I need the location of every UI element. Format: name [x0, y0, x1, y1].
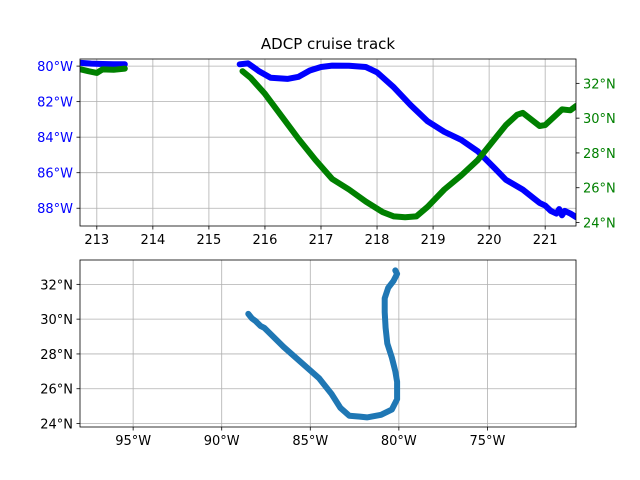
- longitude-line: [80, 59, 128, 68]
- chart-title: ADCP cruise track: [261, 35, 395, 53]
- left-y-tick-label: 88°W: [37, 202, 73, 217]
- y-tick-label: 32°N: [40, 278, 73, 293]
- longitude-line: [236, 60, 576, 221]
- y-tick-label: 28°N: [40, 348, 73, 363]
- top-plot-area: [80, 59, 576, 221]
- right-y-tick-label: 32°N: [583, 77, 616, 92]
- x-tick-label: 219: [421, 233, 446, 248]
- x-tick-label: 220: [477, 233, 502, 248]
- right-y-tick-label: 28°N: [583, 147, 616, 162]
- right-y-tick-label: 24°N: [583, 217, 616, 232]
- y-tick-label: 30°N: [40, 313, 73, 328]
- x-tick-label: 80°W: [381, 434, 417, 449]
- x-tick-label: 90°W: [204, 434, 240, 449]
- latitude-line: [80, 65, 128, 76]
- x-tick-label: 217: [309, 233, 334, 248]
- x-tick-label: 75°W: [469, 434, 505, 449]
- x-tick-label: 213: [84, 233, 109, 248]
- x-tick-label: 218: [365, 233, 390, 248]
- y-tick-label: 24°N: [40, 418, 73, 433]
- bottom-axes: 95°W 90°W 85°W 80°W 75°W 24°N 26°N 28°N 30°N 32°N: [40, 259, 577, 449]
- x-tick-label: 214: [140, 233, 165, 248]
- bottom-plot-area: [245, 267, 401, 421]
- right-y-tick-label: 26°N: [583, 182, 616, 197]
- x-tick-label: 95°W: [115, 434, 151, 449]
- x-tick-label: 221: [533, 233, 558, 248]
- left-y-tick-label: 86°W: [37, 167, 73, 182]
- bottom-axes-frame: [79, 259, 577, 428]
- cruise-track-line: [245, 267, 401, 421]
- top-axes: 213 214 215 216 217 218 219 220 221 88°W 86°W 84°W 8…: [37, 58, 616, 248]
- left-y-tick-label: 82°W: [37, 96, 73, 111]
- x-tick-label: 216: [253, 233, 278, 248]
- x-tick-label: 215: [196, 233, 221, 248]
- top-axes-frame: [79, 58, 577, 227]
- latitude-line: [239, 68, 576, 221]
- left-y-tick-label: 84°W: [37, 131, 73, 146]
- right-y-tick-label: 30°N: [583, 112, 616, 127]
- y-tick-label: 26°N: [40, 383, 73, 398]
- left-y-tick-label: 80°W: [37, 60, 73, 75]
- x-tick-label: 85°W: [292, 434, 328, 449]
